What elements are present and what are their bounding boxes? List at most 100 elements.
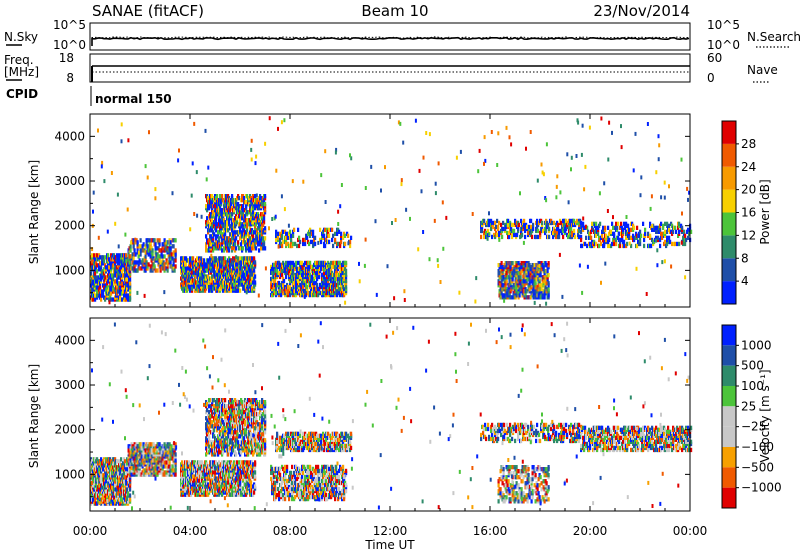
data-cell bbox=[239, 218, 241, 222]
noise-cell bbox=[519, 191, 521, 195]
noise-cell bbox=[384, 165, 386, 169]
noise-cell bbox=[541, 163, 543, 167]
data-cell bbox=[130, 248, 132, 252]
colorbar-swatch bbox=[722, 213, 736, 236]
noise-panel-frame bbox=[90, 23, 690, 50]
data-cell bbox=[232, 264, 234, 268]
noise-cell bbox=[223, 260, 225, 264]
data-cell bbox=[345, 269, 347, 273]
data-cell bbox=[152, 248, 154, 252]
noise-cell bbox=[530, 130, 532, 134]
data-cell bbox=[189, 289, 191, 293]
data-cell bbox=[226, 220, 228, 224]
data-cell bbox=[271, 267, 273, 271]
data-cell bbox=[660, 232, 662, 236]
noise-cell bbox=[578, 221, 580, 225]
data-cell bbox=[684, 234, 686, 238]
data-cell bbox=[212, 286, 214, 290]
data-cell bbox=[112, 297, 114, 301]
data-cell bbox=[626, 242, 628, 246]
noise-cell bbox=[664, 259, 666, 263]
data-cell bbox=[302, 238, 304, 242]
data-cell bbox=[164, 262, 166, 266]
data-cell bbox=[519, 267, 521, 271]
data-cell bbox=[529, 287, 531, 291]
freq-right-tick-bottom: 0 bbox=[707, 71, 715, 85]
data-cell bbox=[639, 238, 641, 242]
noise-cell bbox=[484, 135, 486, 139]
data-cell bbox=[519, 293, 521, 297]
data-cell bbox=[309, 261, 311, 265]
noise-cell bbox=[516, 264, 518, 268]
data-cell bbox=[207, 220, 209, 224]
data-cell bbox=[139, 266, 141, 270]
data-cell bbox=[125, 283, 127, 287]
data-cell bbox=[299, 240, 301, 244]
data-cell bbox=[666, 230, 668, 234]
data-cell bbox=[140, 238, 142, 242]
data-cell bbox=[122, 267, 124, 271]
data-cell bbox=[221, 248, 223, 252]
data-cell bbox=[647, 232, 649, 236]
data-cell bbox=[687, 236, 689, 240]
data-cell bbox=[135, 252, 137, 256]
data-cell bbox=[297, 228, 299, 232]
noise-cell bbox=[97, 129, 99, 133]
data-cell bbox=[552, 235, 554, 239]
data-cell bbox=[244, 214, 246, 218]
data-cell bbox=[117, 459, 119, 463]
noise-cell bbox=[98, 236, 100, 240]
data-cell bbox=[175, 264, 177, 268]
data-cell bbox=[137, 460, 139, 464]
data-cell bbox=[239, 289, 241, 293]
noise-cell bbox=[328, 264, 330, 268]
data-cell bbox=[211, 218, 213, 222]
data-cell bbox=[580, 238, 582, 242]
data-cell bbox=[185, 262, 187, 266]
data-cell bbox=[308, 242, 310, 246]
data-cell bbox=[173, 250, 175, 254]
data-cell bbox=[685, 238, 687, 242]
data-cell bbox=[127, 491, 129, 495]
noise-cell bbox=[600, 281, 602, 285]
data-cell bbox=[338, 230, 340, 234]
noise-cell bbox=[445, 216, 447, 220]
data-cell bbox=[632, 234, 634, 238]
data-cell bbox=[332, 244, 334, 248]
data-cell bbox=[662, 224, 664, 228]
data-cell bbox=[615, 242, 617, 246]
data-cell bbox=[569, 219, 571, 223]
noise-cell bbox=[265, 266, 267, 270]
data-cell bbox=[678, 222, 680, 226]
data-cell bbox=[339, 265, 341, 269]
data-cell bbox=[345, 261, 347, 265]
data-cell bbox=[496, 219, 498, 223]
data-cell bbox=[594, 230, 596, 234]
data-cell bbox=[241, 266, 243, 270]
data-cell bbox=[243, 196, 245, 200]
data-cell bbox=[234, 230, 236, 234]
data-cell bbox=[162, 254, 164, 258]
data-cell bbox=[239, 256, 241, 260]
data-cell bbox=[328, 240, 330, 244]
data-cell bbox=[102, 289, 104, 293]
data-cell bbox=[518, 261, 520, 265]
noise-cell bbox=[556, 185, 558, 189]
data-cell bbox=[157, 268, 159, 272]
data-cell bbox=[317, 265, 319, 269]
data-cell bbox=[523, 267, 525, 271]
data-cell bbox=[672, 230, 674, 234]
data-cell bbox=[518, 271, 520, 275]
data-cell bbox=[192, 256, 194, 260]
noise-cell bbox=[650, 207, 652, 211]
noise-cell bbox=[130, 241, 132, 245]
data-cell bbox=[520, 275, 522, 279]
data-cell bbox=[623, 222, 625, 226]
data-cell bbox=[664, 222, 666, 226]
y-tick-label: 4000 bbox=[54, 129, 85, 143]
data-cell bbox=[650, 244, 652, 248]
data-cell bbox=[526, 295, 528, 299]
data-cell bbox=[316, 283, 318, 287]
